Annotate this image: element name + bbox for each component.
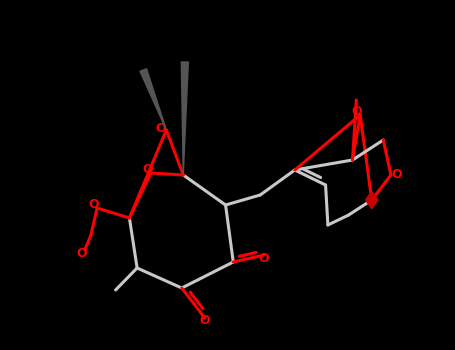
Polygon shape: [140, 69, 167, 130]
Text: O: O: [156, 122, 167, 135]
Text: O: O: [351, 105, 362, 118]
Text: O: O: [391, 168, 401, 182]
Text: O: O: [88, 198, 99, 211]
Text: O: O: [142, 163, 153, 176]
Text: O: O: [76, 247, 86, 260]
Text: O: O: [259, 252, 269, 265]
Polygon shape: [366, 191, 378, 209]
Polygon shape: [181, 62, 188, 175]
Text: O: O: [199, 314, 210, 327]
